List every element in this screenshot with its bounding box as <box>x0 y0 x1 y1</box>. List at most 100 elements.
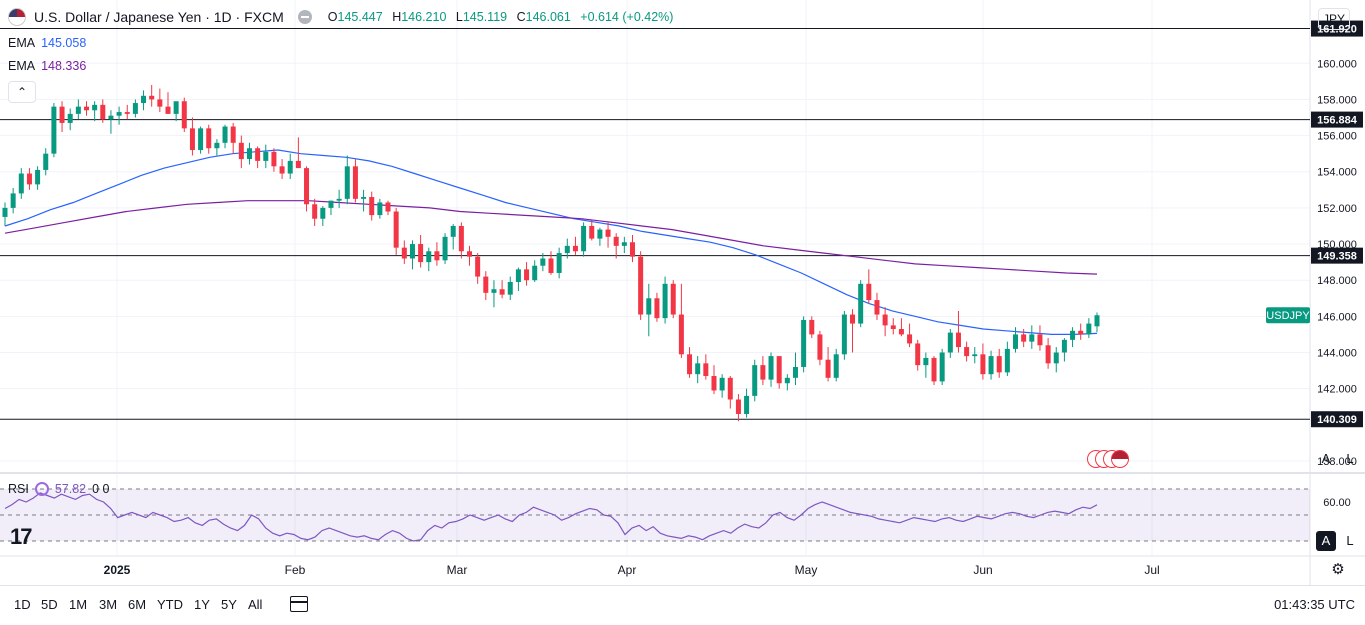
rsi-legend[interactable]: RSI 57.82 0 0 <box>8 482 110 496</box>
currency-selector[interactable]: JPY <box>1318 8 1350 30</box>
candle-body <box>564 245 570 254</box>
candle-body <box>1045 345 1051 364</box>
close-value: 146.061 <box>525 10 571 24</box>
candle-body <box>996 356 1002 373</box>
candle-body <box>735 399 741 414</box>
candle-body <box>206 128 212 149</box>
symbol-title[interactable]: U.S. Dollar / Japanese Yen · 1D · FXCM <box>34 9 284 25</box>
range-1y-button[interactable]: 1Y <box>194 597 210 612</box>
candle-body <box>287 160 293 174</box>
candle-body <box>336 198 342 201</box>
candle-body <box>711 376 717 391</box>
us-event-icon[interactable] <box>1111 450 1129 468</box>
candle-body <box>59 106 65 123</box>
utc-clock[interactable]: 01:43:35 UTC <box>1274 597 1355 612</box>
rsi-auto-scale-button[interactable]: A <box>1316 531 1336 551</box>
candle-body <box>304 168 310 205</box>
candle-body <box>67 113 73 123</box>
range-3m-button[interactable]: 3M <box>99 597 118 612</box>
range-5y-button[interactable]: 5Y <box>221 597 237 612</box>
candle-body <box>124 112 130 114</box>
price-tick-label: 146.000 <box>1317 311 1357 323</box>
candle-body <box>955 332 961 348</box>
candle-body <box>833 354 839 378</box>
candle-body <box>654 298 660 319</box>
candle-body <box>1053 352 1059 364</box>
candle-body <box>344 166 350 199</box>
candle-body <box>2 207 8 217</box>
candle-body <box>931 357 937 382</box>
candle-body <box>988 356 994 375</box>
candle-body <box>475 256 481 277</box>
candle-body <box>817 334 823 360</box>
level-label-bg <box>1311 247 1363 264</box>
settings-icon[interactable]: ⚙ <box>1331 561 1345 578</box>
candle-body <box>923 357 929 366</box>
grid-lines <box>0 0 1365 585</box>
candle-body <box>548 258 554 273</box>
level-label: 149.358 <box>1317 251 1357 263</box>
ema-slow-legend[interactable]: EMA 148.336 <box>8 59 86 73</box>
rsi-pane <box>0 488 1310 542</box>
candle-body <box>10 193 16 208</box>
collapse-legend-button[interactable]: ⌃ <box>8 81 36 103</box>
price-tick-label: 160.000 <box>1317 58 1357 70</box>
candle-body <box>784 377 790 384</box>
price-tick-label: 152.000 <box>1317 203 1357 215</box>
time-tick-label: Mar <box>447 563 468 577</box>
candle-body <box>198 128 204 151</box>
time-axis[interactable]: 2025 Feb Mar Apr May Jun Jul <box>104 563 1160 577</box>
candle-body <box>662 283 668 319</box>
range-ytd-button[interactable]: YTD <box>157 597 183 612</box>
candle-body <box>92 104 98 111</box>
range-1d-button[interactable]: 1D <box>14 597 31 612</box>
range-all-button[interactable]: All <box>248 597 263 612</box>
ohlc-values: O145.447 H146.210 L145.119 C146.061 +0.6… <box>328 10 680 24</box>
log-scale-button[interactable]: L <box>1346 451 1354 466</box>
candle-body <box>1013 334 1019 349</box>
candle-body <box>149 95 155 100</box>
price-axis[interactable]: 161.920156.884149.358140.309160.000158.0… <box>1266 20 1363 509</box>
candle-body <box>597 229 603 239</box>
rsi-tick-label: 60.00 <box>1323 497 1351 509</box>
candle-body <box>328 200 334 208</box>
candle-body <box>972 354 978 357</box>
candle-body <box>312 204 318 219</box>
calendar-icon[interactable] <box>290 596 308 612</box>
minus-icon[interactable] <box>297 10 312 24</box>
low-value: 145.119 <box>462 10 508 24</box>
price-tick-label: 154.000 <box>1317 167 1357 179</box>
candle-body <box>361 197 367 199</box>
rsi-label: RSI <box>8 482 29 496</box>
rsi-settings-icon[interactable] <box>34 482 49 496</box>
candle-body <box>752 365 758 396</box>
range-6m-button[interactable]: 6M <box>128 597 147 612</box>
candle-body <box>401 247 407 259</box>
price-tick-label: 148.000 <box>1317 275 1357 287</box>
ema-fast-legend[interactable]: EMA 145.058 <box>8 36 86 50</box>
symbol-label-bg <box>1266 307 1310 324</box>
candle-body <box>230 126 236 143</box>
candle-body <box>768 356 774 380</box>
candle-body <box>1086 323 1092 335</box>
range-5d-button[interactable]: 5D <box>41 597 58 612</box>
time-tick-label: Jun <box>973 563 992 577</box>
auto-scale-button[interactable]: A <box>1321 451 1331 466</box>
candle-body <box>964 347 970 357</box>
level-label: 156.884 <box>1317 115 1358 127</box>
bottom-toolbar: 1D 5D 1M 3M 6M YTD 1Y 5Y All 01:43:35 UT… <box>0 585 1365 625</box>
candle-body <box>605 229 611 237</box>
candle-body <box>947 332 953 353</box>
range-1m-button[interactable]: 1M <box>69 597 88 612</box>
candle-body <box>1070 330 1076 340</box>
candle-body <box>1037 334 1043 346</box>
candle-body <box>572 245 578 252</box>
rsi-log-scale-button[interactable]: L <box>1346 533 1354 548</box>
candle-body <box>320 207 326 219</box>
tradingview-logo[interactable]: 17 <box>10 524 33 549</box>
candle-body <box>1078 330 1084 335</box>
candle-body <box>18 173 24 194</box>
candle-body <box>214 142 220 149</box>
close-label: C <box>516 10 526 24</box>
